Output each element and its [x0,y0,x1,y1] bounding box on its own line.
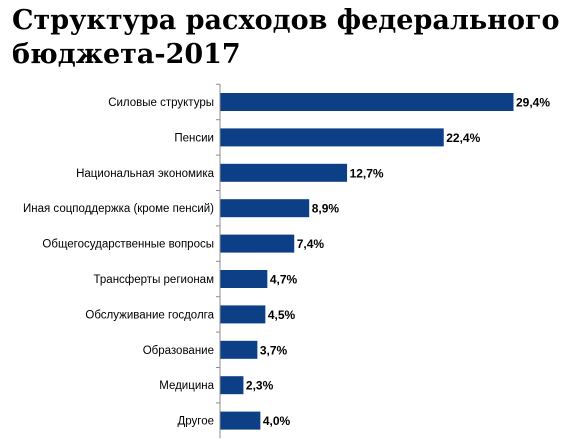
value-label: 12,7% [350,166,384,180]
category-label: Общегосударственные вопросы [42,239,214,251]
value-label: 8,9% [312,202,340,216]
bar [220,234,295,253]
category-label: Силовые структуры [108,97,214,109]
chart-title: Структура расходов федерального бюджета-… [12,5,560,70]
bar [220,305,266,324]
bar [220,199,310,218]
value-label: 22,4% [446,131,480,145]
bar [220,270,268,288]
category-label: Обслуживание госдолга [85,309,214,321]
category-label: Пенсии [174,132,214,144]
bar [220,340,258,359]
value-label: 3,7% [260,343,288,357]
value-label: 4,7% [270,273,298,287]
category-label: Образование [143,345,214,357]
value-label: 4,0% [263,414,291,428]
bar [220,163,348,182]
category-label: Иная соцподдержка (кроме пенсий) [23,203,214,215]
value-label: 2,3% [246,379,274,393]
value-label: 29,4% [516,96,550,110]
bar [220,376,244,395]
value-label: 7,4% [297,237,325,251]
value-label: 4,5% [268,308,296,322]
bar [220,128,444,147]
category-label: Трансферты регионам [94,274,215,286]
bar [220,93,514,111]
category-label: Медицина [159,380,214,392]
category-label: Другое [177,416,214,428]
bar [220,411,261,430]
category-label: Национальная экономика [76,168,215,180]
